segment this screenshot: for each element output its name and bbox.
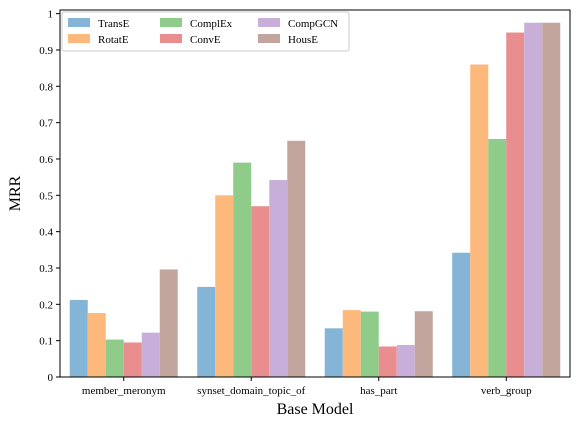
bar-rotate-member-meronym — [87, 313, 106, 377]
bar-compgcn-verb-group — [524, 22, 543, 377]
y-axis: 0 0.1 0.2 0.3 0.4 0.5 0.6 0.7 0.8 0.9 1 — [39, 9, 60, 384]
bar-house-member-meronym — [159, 269, 178, 377]
bar-rotate-synset-domain-topic-of — [215, 195, 234, 377]
legend-label-complex: ComplEx — [190, 18, 233, 30]
bar-transe-synset-domain-topic-of — [197, 286, 216, 377]
bar-transe-member-meronym — [69, 299, 88, 377]
bar-complex-synset-domain-topic-of — [233, 162, 252, 377]
bar-compgcn-has-part — [396, 345, 415, 377]
legend-swatch-house — [258, 34, 280, 43]
x-tick-label: member_meronym — [82, 385, 166, 397]
y-tick-label: 0.2 — [39, 299, 53, 311]
bar-complex-verb-group — [488, 138, 507, 377]
y-axis-label: MRR — [7, 175, 24, 211]
bar-house-verb-group — [542, 22, 561, 377]
legend-label-rotate: RotatE — [98, 34, 129, 46]
legend-swatch-conve — [160, 34, 182, 43]
y-tick-label: 0.5 — [39, 190, 53, 202]
y-tick-label: 0.6 — [39, 154, 53, 166]
y-tick-label: 0.7 — [39, 118, 53, 130]
legend-swatch-compgcn — [258, 18, 280, 27]
plot-frame — [59, 9, 571, 378]
bars-group — [69, 22, 561, 378]
x-tick-label: has_part — [360, 385, 397, 397]
y-tick-label: 0.8 — [39, 81, 53, 93]
y-tick-label: 0.1 — [39, 336, 53, 348]
legend: TransE RotatE ComplEx ConvE CompGCN HousE — [61, 11, 350, 52]
x-tick-label: verb_group — [481, 385, 532, 397]
x-tick-label: synset_domain_topic_of — [197, 385, 305, 397]
y-tick-label: 1 — [48, 9, 54, 21]
legend-swatch-transe — [68, 18, 90, 27]
legend-swatch-complex — [160, 18, 182, 27]
x-axis-label: Base Model — [277, 401, 354, 418]
legend-swatch-rotate — [68, 34, 90, 43]
y-tick-label: 0 — [48, 372, 54, 384]
legend-label-compgcn: CompGCN — [288, 18, 338, 30]
legend-label-house: HousE — [288, 34, 318, 46]
bar-rotate-verb-group — [470, 64, 489, 378]
legend-label-transe: TransE — [98, 18, 130, 30]
bar-conve-member-meronym — [123, 342, 142, 377]
y-tick-label: 0.3 — [39, 263, 53, 275]
bar-conve-verb-group — [506, 32, 525, 377]
bar-compgcn-synset-domain-topic-of — [269, 180, 288, 377]
bar-rotate-has-part — [342, 310, 361, 377]
y-tick-label: 0.9 — [39, 45, 53, 57]
bar-transe-has-part — [324, 328, 343, 377]
bar-house-has-part — [414, 311, 433, 377]
bar-complex-member-meronym — [105, 339, 124, 377]
bar-conve-synset-domain-topic-of — [251, 206, 270, 377]
x-axis: member_meronym synset_domain_topic_of has_… — [82, 377, 532, 397]
bar-house-synset-domain-topic-of — [287, 140, 306, 377]
legend-label-conve: ConvE — [190, 34, 221, 46]
y-tick-label: 0.4 — [39, 227, 53, 239]
bar-complex-has-part — [360, 311, 379, 377]
bar-compgcn-member-meronym — [141, 332, 160, 377]
bar-conve-has-part — [378, 346, 397, 377]
bar-transe-verb-group — [452, 252, 471, 377]
